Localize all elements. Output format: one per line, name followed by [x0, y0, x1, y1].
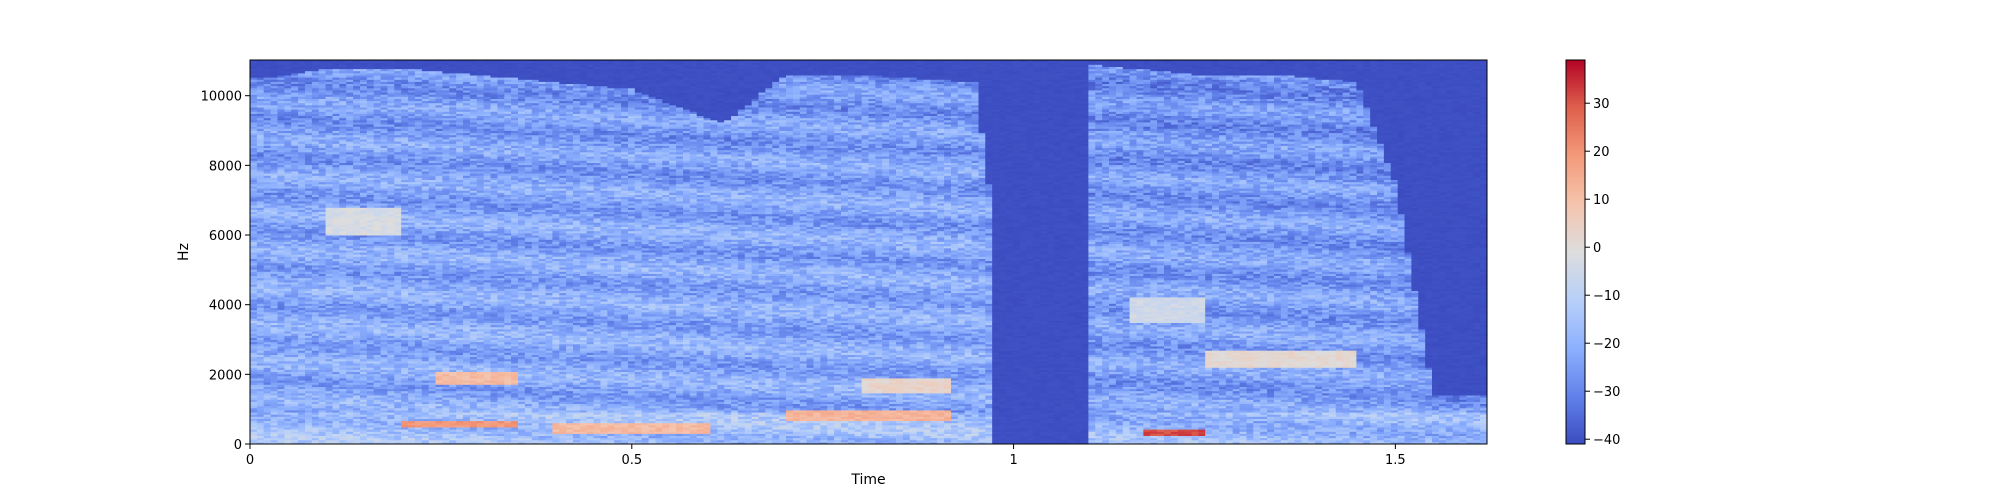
- spectrogram-cells: [250, 60, 1488, 445]
- spectrogram-plot-area: [250, 60, 1488, 445]
